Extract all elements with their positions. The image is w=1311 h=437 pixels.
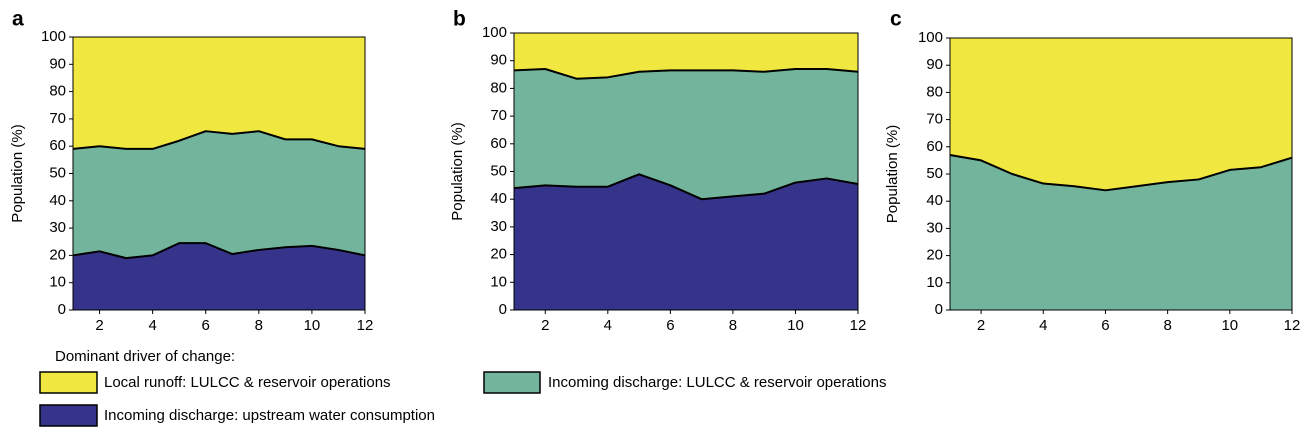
x-tick-label: 10 [304,317,321,334]
x-tick-label: 4 [148,317,156,334]
area [514,69,858,200]
area-edge [513,68,859,80]
y-axis-label: Population (%) [884,125,901,223]
x-tick-label: 8 [255,317,263,334]
legend-swatch [39,371,98,394]
area [73,131,365,259]
y-tick-label: 50 [490,162,507,179]
y-axis-label: Population (%) [449,122,466,220]
y-tick-label: 80 [490,79,507,96]
y-tick-label: 60 [490,135,507,152]
x-tick-label: 10 [1221,317,1238,334]
y-tick-label: 70 [490,107,507,124]
y-tick-label: 100 [918,29,943,46]
area [73,37,365,149]
x-tick-label: 6 [1101,317,1109,334]
x-tick-label: 6 [202,317,210,334]
y-tick-label: 50 [49,164,66,181]
x-tick-label: 10 [787,317,804,334]
panel-label: c [890,8,902,31]
x-tick-label: 6 [666,317,674,334]
y-tick-label: 100 [41,28,66,45]
y-tick-label: 80 [926,83,943,100]
area [514,33,858,79]
legend-label: Incoming discharge: LULCC & reservoir op… [548,374,887,391]
x-tick-label: 2 [977,317,985,334]
area-edge [72,130,366,150]
y-tick-label: 0 [58,301,66,318]
y-tick-label: 0 [935,301,943,318]
y-tick-label: 80 [49,83,66,100]
area [73,243,365,310]
y-tick-label: 20 [926,247,943,264]
y-tick-label: 20 [49,246,66,263]
y-tick-label: 10 [49,274,66,291]
y-tick-label: 100 [482,24,507,41]
y-tick-label: 60 [926,138,943,155]
y-tick-label: 40 [490,190,507,207]
x-tick-label: 12 [357,317,374,334]
panel-label: a [12,8,24,31]
y-tick-label: 20 [490,246,507,263]
y-tick-label: 30 [49,219,66,236]
y-axis-label: Population (%) [9,124,26,222]
y-tick-label: 30 [926,219,943,236]
area [950,38,1292,191]
area [514,174,858,310]
y-tick-label: 90 [490,52,507,69]
y-tick-label: 30 [490,218,507,235]
area-edge [513,173,859,201]
x-tick-label: 4 [604,317,612,334]
legend-swatch [483,371,541,394]
y-tick-label: 60 [49,137,66,154]
x-tick-label: 8 [1163,317,1171,334]
legend-swatch [39,404,98,427]
x-tick-label: 12 [850,317,867,334]
y-tick-label: 70 [49,110,66,127]
y-tick-label: 70 [926,111,943,128]
y-tick-label: 0 [499,301,507,318]
area-edge [949,153,1293,192]
legend-label: Local runoff: LULCC & reservoir operatio… [104,374,391,391]
x-tick-label: 8 [729,317,737,334]
y-tick-label: 50 [926,165,943,182]
area [950,154,1292,310]
y-tick-label: 40 [926,192,943,209]
x-tick-label: 2 [541,317,549,334]
panel-label: b [453,8,466,31]
y-tick-label: 10 [926,274,943,291]
legend-label: Incoming discharge: upstream water consu… [104,407,435,424]
y-tick-label: 90 [49,55,66,72]
legend-title: Dominant driver of change: [55,348,235,365]
x-tick-label: 12 [1284,317,1301,334]
area-edge [72,242,366,260]
y-tick-label: 90 [926,56,943,73]
x-tick-label: 2 [95,317,103,334]
x-tick-label: 4 [1039,317,1047,334]
y-tick-label: 40 [49,192,66,209]
y-tick-label: 10 [490,273,507,290]
